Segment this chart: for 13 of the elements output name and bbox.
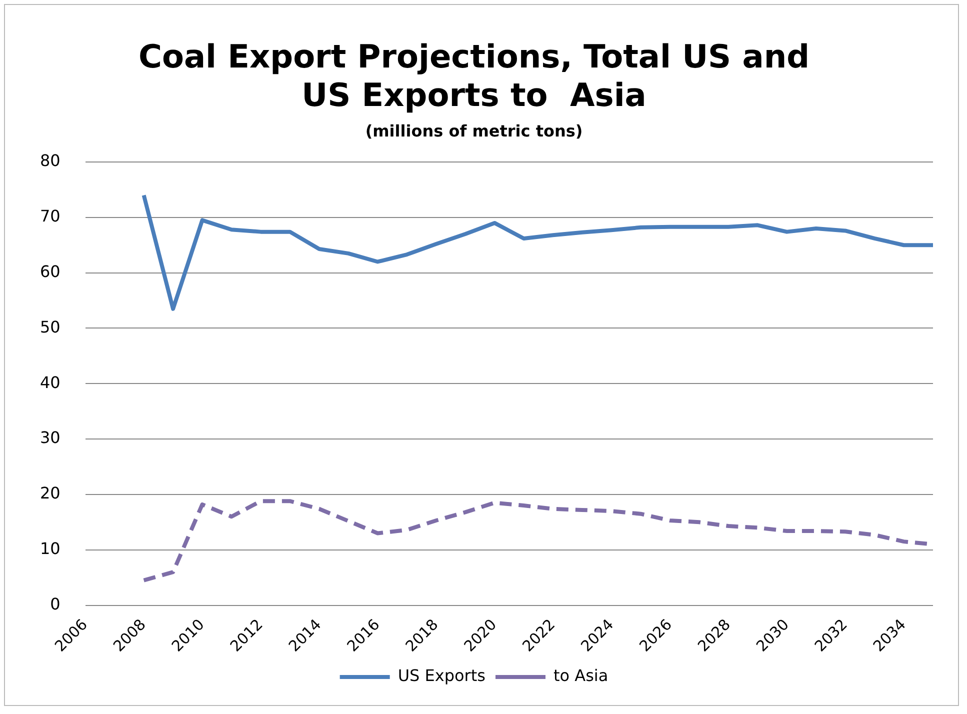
legend-label: US Exports (398, 666, 486, 686)
y-tick-label: 20 (40, 484, 60, 503)
y-tick-label: 10 (40, 539, 60, 558)
y-tick-label: 70 (40, 206, 60, 226)
legend-label: to Asia (553, 666, 608, 686)
y-tick-label: 50 (40, 317, 60, 336)
y-tick-label: 30 (40, 428, 60, 448)
chart-title: Coal Export Projections, Total US and US Exports to Asia (138, 38, 810, 114)
y-tick-label: 40 (40, 372, 60, 392)
chart-subtitle: (millions of metric tons) (365, 122, 583, 141)
y-tick-label: 60 (40, 262, 60, 281)
y-tick-label: 80 (40, 151, 60, 170)
y-tick-label: 0 (50, 594, 60, 614)
